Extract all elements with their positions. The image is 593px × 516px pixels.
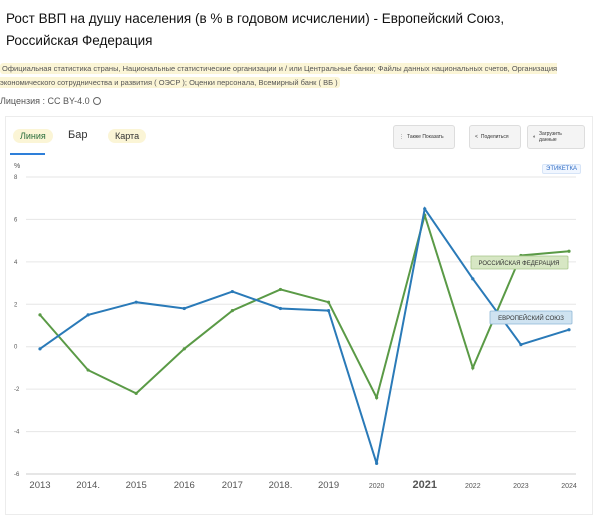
data-point xyxy=(230,289,234,294)
y-tick-label: 6 xyxy=(14,217,18,223)
share-label: Поделиться xyxy=(480,134,509,140)
series-label-box xyxy=(489,310,573,325)
tab-line[interactable]: Линия xyxy=(13,129,53,143)
data-point xyxy=(134,300,138,304)
series-label-text: РОССИЙСКАЯ ФЕДЕРАЦИЯ xyxy=(479,259,560,267)
data-point xyxy=(471,277,475,281)
x-tick-label: 2014. xyxy=(76,480,100,491)
data-point xyxy=(471,366,475,370)
data-point xyxy=(182,306,186,311)
data-sources[interactable]: Официальная статистика страны, Националь… xyxy=(0,62,593,90)
x-tick-label: 2020 xyxy=(369,483,385,490)
license-text: Лицензия : CC BY-4.0 xyxy=(0,96,90,106)
y-tick-label: 4 xyxy=(14,260,18,266)
chart-type-tabs: Линия Бар Карта xyxy=(6,117,206,155)
y-tick-label: -4 xyxy=(14,430,20,436)
info-icon[interactable] xyxy=(92,97,101,105)
x-tick-label: 2017 xyxy=(222,480,243,491)
x-tick-label: 2023 xyxy=(513,483,529,490)
chart-title: Рост ВВП на душу населения (в % в годово… xyxy=(6,11,505,48)
line-chart: % 8 6 4 2 0 -2 -4 -6 2013 2014. 2015 2016 2017 2018. 20… xyxy=(14,163,577,491)
data-point xyxy=(182,347,186,351)
tab-bar[interactable]: Бар xyxy=(68,129,88,141)
chart-panel: Линия Бар Карта ⋮ Также Показать < Подел… xyxy=(5,116,593,515)
more-icon: ⋮ xyxy=(399,134,404,140)
x-tick-label: 2016 xyxy=(174,480,195,491)
data-point xyxy=(86,368,90,372)
download-label: Загрузить данные xyxy=(539,131,562,143)
share-icon: < xyxy=(475,134,478,140)
data-point xyxy=(86,313,90,317)
data-point xyxy=(38,313,42,317)
series-line xyxy=(39,211,570,401)
y-tick-label: 0 xyxy=(14,345,18,351)
data-point xyxy=(134,391,138,395)
sources-text[interactable]: Официальная статистика страны, Националь… xyxy=(0,63,558,88)
x-tick-label: 2022 xyxy=(465,483,481,490)
x-tick-label: 2018. xyxy=(269,480,293,491)
more-button[interactable]: ⋮ Также Показать xyxy=(393,125,455,149)
y-axis-unit-label: % xyxy=(14,163,20,170)
x-tick-label: 2013 xyxy=(29,480,50,491)
label-badge[interactable]: ЭТИКЕТКА xyxy=(542,164,581,174)
y-tick-label: -2 xyxy=(14,387,20,393)
download-icon: ◐ xyxy=(533,134,537,140)
data-point xyxy=(326,309,331,313)
license-info: Лицензия : CC BY-4.0 xyxy=(0,96,101,106)
data-point xyxy=(567,328,571,332)
series-label-box xyxy=(470,255,569,270)
x-tick-label: 2015 xyxy=(126,480,147,491)
y-tick-label: 8 xyxy=(14,175,18,181)
series-line xyxy=(39,206,570,464)
data-point xyxy=(423,207,427,211)
data-point xyxy=(519,342,523,347)
download-button[interactable]: ◐ Загрузить данные xyxy=(527,125,585,149)
tab-map[interactable]: Карта xyxy=(108,129,147,143)
data-point xyxy=(38,347,42,351)
data-point xyxy=(375,396,379,400)
data-point xyxy=(326,300,331,304)
active-tab-indicator xyxy=(10,153,45,155)
y-tick-label: 2 xyxy=(14,302,18,308)
data-point xyxy=(567,249,571,253)
data-point xyxy=(375,461,379,465)
x-tick-label: 2021 xyxy=(412,479,436,491)
y-tick-label: -6 xyxy=(14,472,20,478)
x-tick-label: 2024 xyxy=(561,483,577,490)
data-point xyxy=(230,309,234,313)
x-tick-label: 2019 xyxy=(318,480,339,491)
share-button[interactable]: < Поделиться xyxy=(469,125,521,149)
more-label: Также Показать xyxy=(407,134,444,140)
series-label-text: ЕВРОПЕЙСКИЙ СОЮЗ xyxy=(498,314,564,322)
data-point xyxy=(278,306,283,311)
data-point xyxy=(278,287,283,292)
